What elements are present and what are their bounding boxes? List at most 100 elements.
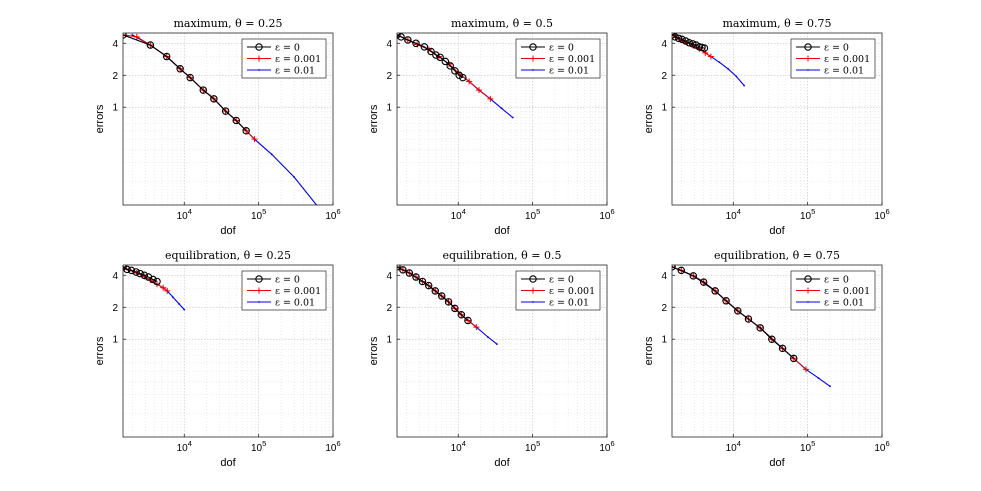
legend-label: ε = 0.001 bbox=[824, 286, 870, 297]
data-point-dot bbox=[293, 176, 296, 178]
data-point-plus bbox=[473, 324, 480, 331]
data-point-plus bbox=[672, 265, 675, 270]
data-point-dot bbox=[511, 116, 514, 119]
data-point-circle bbox=[689, 272, 698, 280]
y-tick-label: 1 bbox=[661, 335, 667, 346]
data-point-circle bbox=[678, 35, 686, 44]
data-point-circle bbox=[789, 354, 798, 363]
series-group bbox=[397, 265, 498, 345]
x-tick-label: 104 bbox=[177, 207, 192, 222]
y-tick-label: 4 bbox=[386, 39, 392, 50]
y-tick-label: 1 bbox=[386, 103, 392, 114]
chart-title: maximum, θ = 0.25 bbox=[174, 17, 283, 30]
legend-label: ε = 0.01 bbox=[824, 297, 864, 308]
y-tick-label: 2 bbox=[112, 303, 118, 314]
legend-marker-circle bbox=[255, 43, 263, 51]
data-point-circle bbox=[123, 265, 131, 274]
series-line-1 bbox=[397, 34, 464, 79]
legend-label: ε = 0.01 bbox=[549, 297, 589, 308]
data-point-circle bbox=[451, 67, 459, 75]
data-point-dot bbox=[183, 308, 186, 311]
y-axis-label: errors bbox=[94, 104, 106, 133]
data-point-circle bbox=[688, 40, 697, 48]
legend-label: ε = 0 bbox=[549, 274, 574, 285]
x-axis-label: dof bbox=[494, 225, 510, 237]
data-point-circle bbox=[672, 33, 679, 41]
data-point-plus bbox=[123, 33, 126, 38]
data-point-circle bbox=[412, 39, 420, 48]
chart-panel-1: 104 105 106 1 2 4 dof errors maximum, θ = 0.25 ε … bbox=[94, 17, 341, 237]
data-point-plus bbox=[160, 284, 167, 291]
data-point-circle bbox=[176, 65, 184, 73]
y-tick-label: 4 bbox=[661, 271, 667, 282]
legend-marker-dot bbox=[807, 69, 809, 71]
data-point-dot bbox=[817, 377, 820, 380]
data-point-circle bbox=[140, 271, 149, 280]
y-axis-label: errors bbox=[643, 336, 655, 365]
legend-marker-plus bbox=[805, 287, 811, 294]
y-tick-label: 2 bbox=[386, 303, 392, 314]
data-point-plus bbox=[475, 87, 482, 94]
data-point-circle bbox=[418, 277, 427, 286]
legend-marker-plus bbox=[805, 55, 811, 62]
legend-marker-circle bbox=[804, 275, 812, 283]
x-tick-label: 104 bbox=[177, 439, 192, 454]
data-point-circle bbox=[431, 287, 439, 295]
data-point-circle bbox=[464, 316, 472, 325]
y-tick-label: 2 bbox=[661, 303, 667, 314]
legend-marker-plus bbox=[256, 55, 262, 62]
legend-marker-dot bbox=[258, 69, 260, 71]
x-tick-label: 106 bbox=[325, 207, 340, 222]
legend-label: ε = 0.01 bbox=[275, 297, 315, 308]
data-point-circle bbox=[432, 51, 440, 59]
data-point-circle bbox=[153, 277, 161, 286]
series-line-1 bbox=[672, 266, 795, 359]
data-point-circle bbox=[756, 324, 764, 332]
y-tick-label: 4 bbox=[386, 271, 392, 282]
legend-label: ε = 0.001 bbox=[824, 54, 870, 65]
series-line-1 bbox=[397, 266, 469, 321]
legend-label: ε = 0 bbox=[824, 274, 849, 285]
legend-label: ε = 0 bbox=[824, 42, 849, 53]
data-point-plus bbox=[164, 287, 171, 294]
y-tick-label: 1 bbox=[386, 335, 392, 346]
legend-marker-circle bbox=[255, 275, 263, 283]
data-point-plus bbox=[802, 366, 809, 373]
data-point-plus bbox=[397, 265, 400, 270]
data-point-circle bbox=[734, 307, 742, 315]
x-tick-label: 106 bbox=[599, 207, 614, 222]
y-tick-label: 1 bbox=[112, 103, 118, 114]
legend-label: ε = 0.001 bbox=[549, 286, 595, 297]
legend-label: ε = 0 bbox=[275, 274, 300, 285]
x-tick-label: 105 bbox=[251, 207, 266, 222]
y-tick-label: 2 bbox=[386, 71, 392, 82]
legend-marker-dot bbox=[807, 301, 809, 303]
chart-title: maximum, θ = 0.75 bbox=[723, 17, 832, 30]
y-axis-label: errors bbox=[94, 336, 106, 365]
legend-marker-plus bbox=[530, 287, 536, 294]
data-point-circle bbox=[162, 52, 171, 61]
data-point-dot bbox=[735, 75, 738, 78]
legend-marker-dot bbox=[258, 301, 260, 303]
data-point-circle bbox=[146, 41, 155, 49]
data-point-circle bbox=[242, 127, 250, 135]
data-point-plus bbox=[487, 95, 494, 102]
legend-marker-dot bbox=[532, 69, 534, 71]
x-axis-label: dof bbox=[494, 457, 510, 469]
series-group bbox=[123, 265, 186, 311]
y-tick-label: 2 bbox=[661, 71, 667, 82]
data-point-circle bbox=[459, 73, 467, 82]
data-point-circle bbox=[149, 275, 157, 284]
x-tick-label: 104 bbox=[451, 439, 466, 454]
axes-box bbox=[671, 32, 883, 206]
data-point-circle bbox=[132, 268, 140, 276]
data-point-circle bbox=[768, 335, 776, 343]
x-tick-label: 104 bbox=[451, 207, 466, 222]
legend-marker-circle bbox=[529, 43, 537, 51]
legend-label: ε = 0 bbox=[549, 42, 574, 53]
chart-panel-5: 104 105 106 1 2 4 dof errors equilibration, θ = … bbox=[368, 249, 615, 469]
x-axis-label: dof bbox=[769, 225, 785, 237]
legend-marker-circle bbox=[529, 275, 537, 283]
